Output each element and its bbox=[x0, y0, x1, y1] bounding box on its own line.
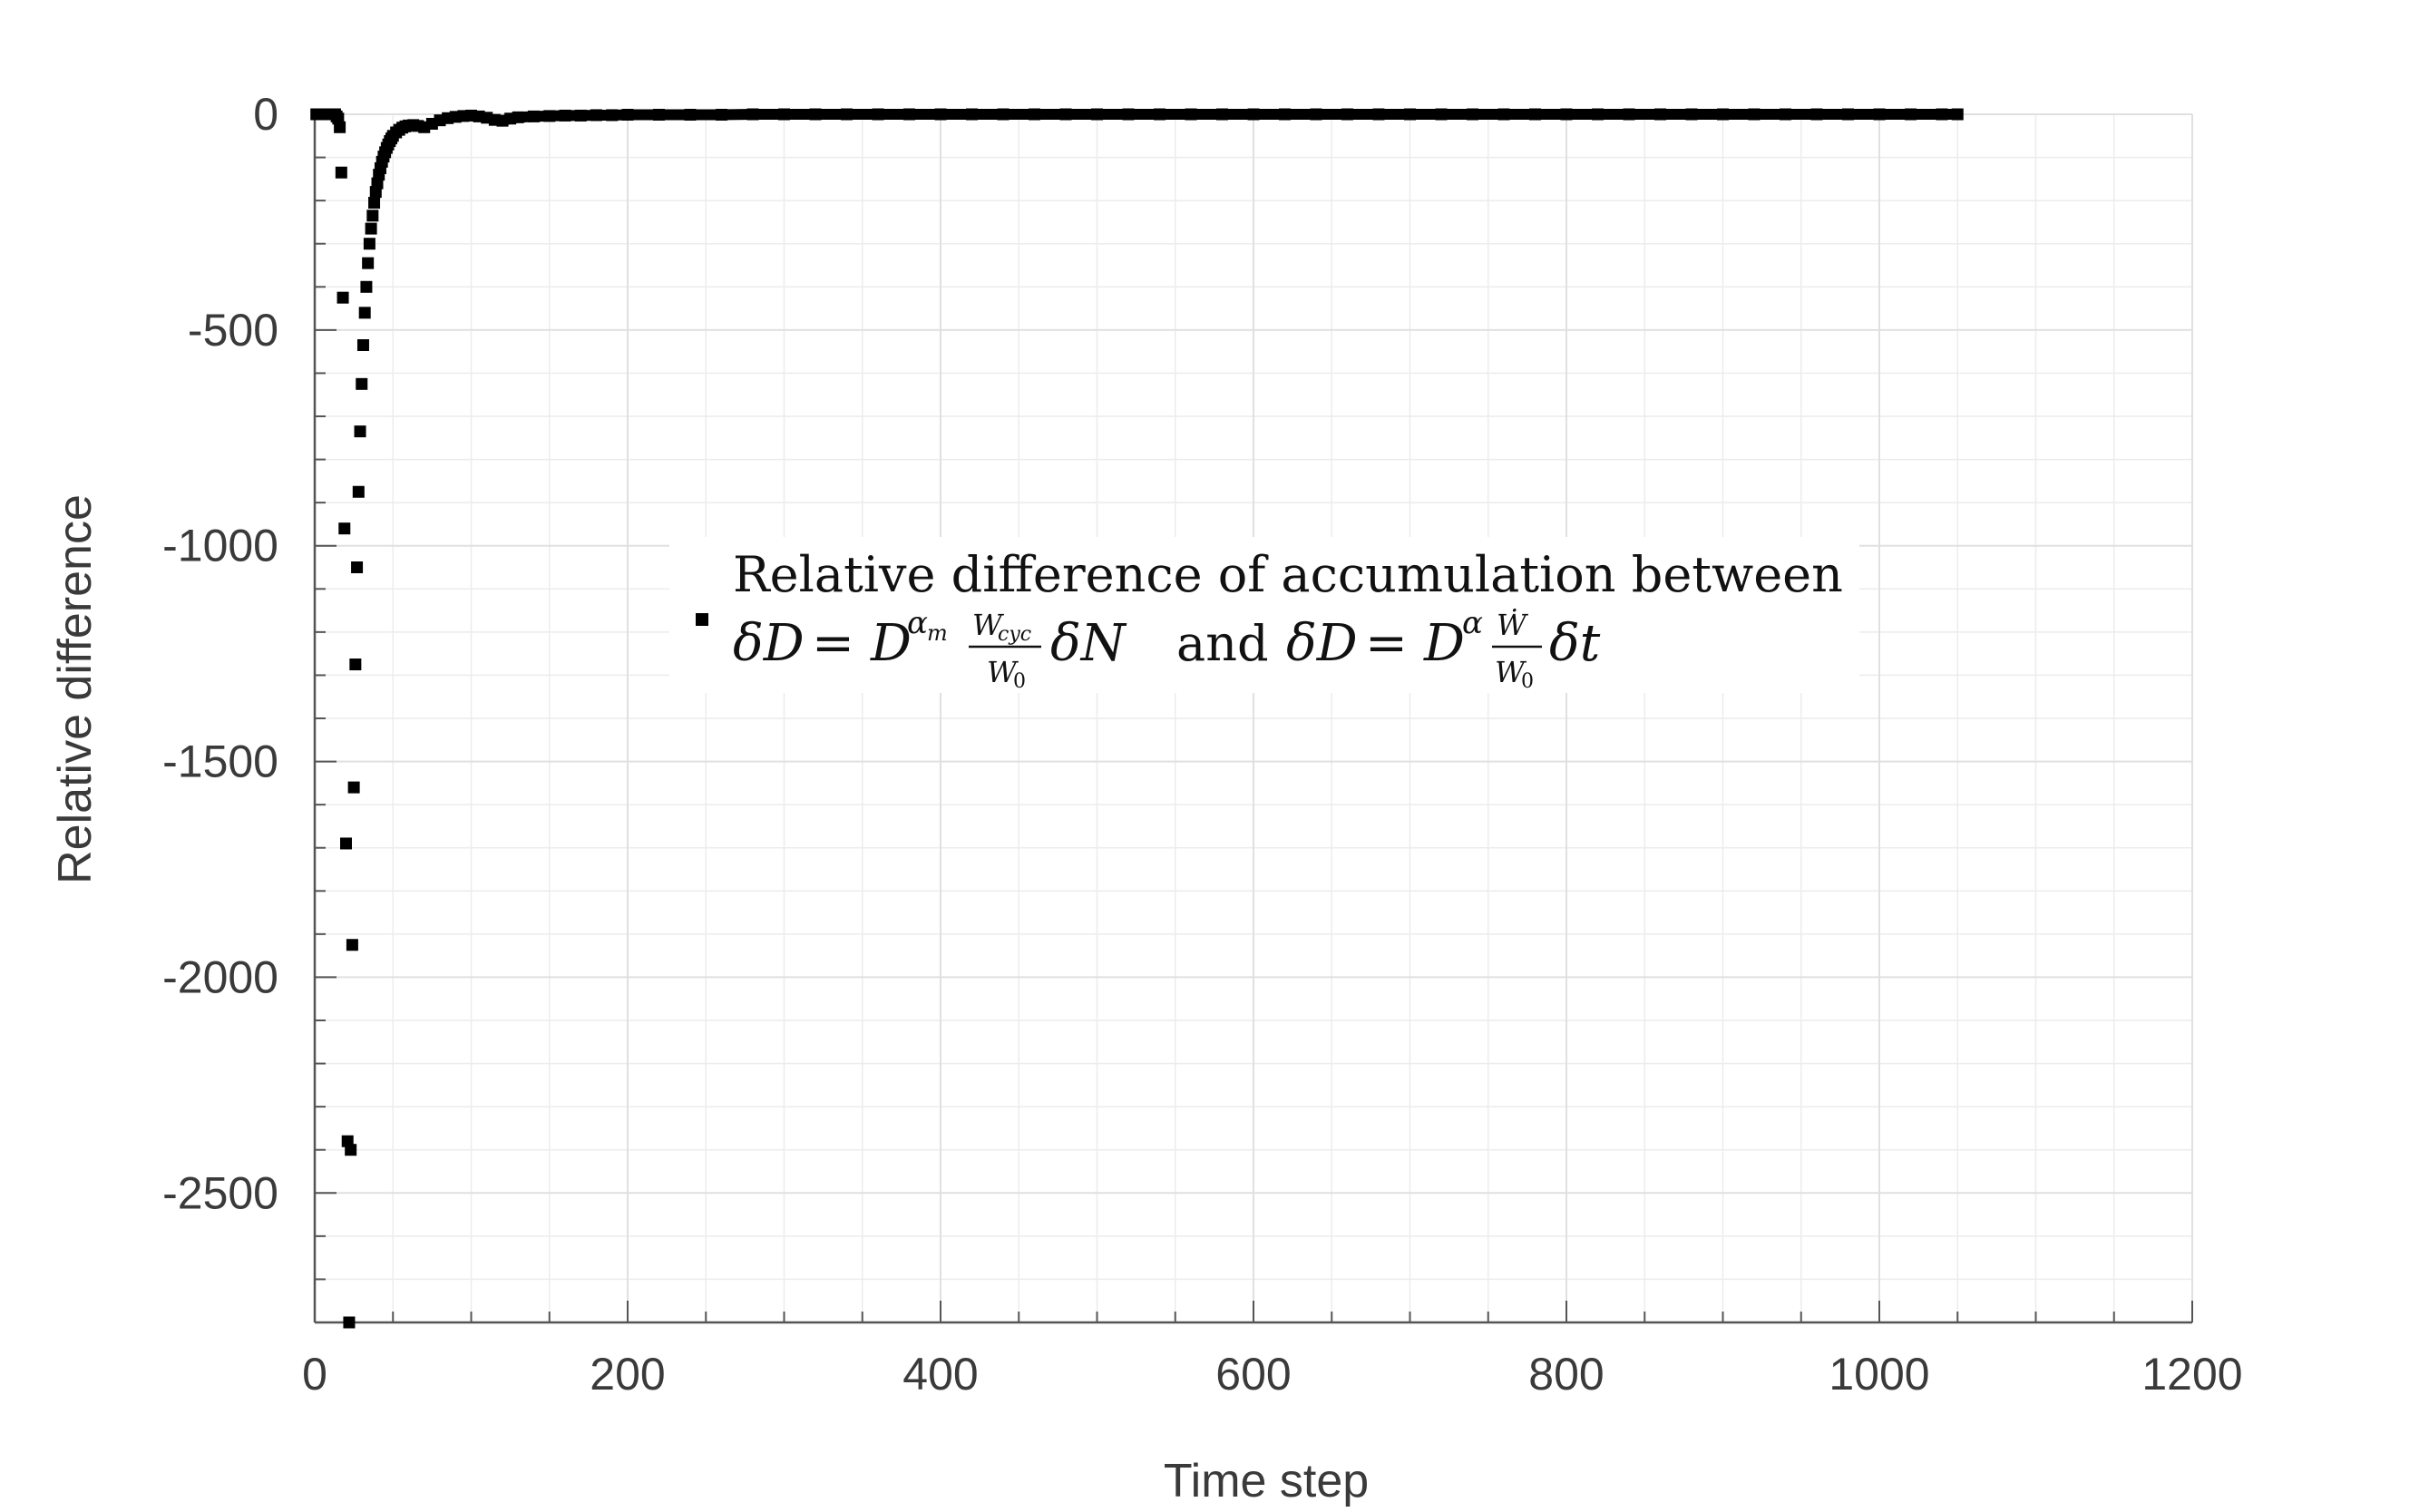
x-tick-label: 400 bbox=[902, 1349, 978, 1400]
data-points bbox=[310, 108, 1964, 1329]
x-tick-label: 200 bbox=[590, 1349, 665, 1400]
data-point bbox=[363, 238, 376, 250]
legend-marker bbox=[696, 613, 708, 626]
grid-layer bbox=[314, 113, 2193, 1323]
y-axis-title: Relative difference bbox=[49, 494, 102, 884]
tick-labels: 0 200 400 600 800 1000 1200 0 -500 -1000 -1500 -200… bbox=[162, 89, 2243, 1400]
svg-text:cyc: cyc bbox=[998, 623, 1031, 646]
y-tick-label: -2000 bbox=[162, 951, 278, 1002]
y-tick-label: -1500 bbox=[162, 736, 278, 787]
svg-text:D: D bbox=[870, 614, 912, 673]
svg-text:δN: δN bbox=[1050, 614, 1127, 673]
y-tick-label: -500 bbox=[188, 305, 278, 356]
data-point bbox=[356, 377, 368, 390]
svg-text:δD: δD bbox=[1286, 614, 1358, 673]
x-tick-label: 1200 bbox=[2141, 1349, 2242, 1400]
svg-text:Ẇ: Ẇ bbox=[1497, 608, 1529, 642]
data-point bbox=[368, 197, 381, 210]
legend-line-1: Relative difference of accumulation betw… bbox=[733, 546, 1843, 603]
svg-text:W: W bbox=[987, 655, 1019, 689]
svg-text:=: = bbox=[1365, 614, 1408, 673]
data-point bbox=[366, 210, 379, 222]
x-tick-label: 1000 bbox=[1829, 1349, 1929, 1400]
data-point bbox=[345, 1144, 357, 1156]
data-point bbox=[337, 291, 349, 304]
svg-text:δD: δD bbox=[733, 614, 805, 673]
x-tick-label: 600 bbox=[1215, 1349, 1291, 1400]
x-tick-label: 0 bbox=[302, 1349, 327, 1400]
legend: Relative difference of accumulation betw… bbox=[669, 537, 1859, 693]
data-point bbox=[335, 166, 347, 179]
data-point bbox=[362, 257, 375, 269]
data-point bbox=[354, 425, 366, 438]
data-point bbox=[352, 485, 365, 498]
data-point bbox=[358, 307, 371, 319]
data-point bbox=[338, 522, 351, 535]
svg-text:0: 0 bbox=[1521, 670, 1534, 693]
x-tick-label: 800 bbox=[1528, 1349, 1604, 1400]
svg-text:0: 0 bbox=[1013, 670, 1026, 693]
legend-formula: δD = D α m W cyc W 0 δN and δD = D α Ẇ W… bbox=[733, 605, 1601, 693]
data-point bbox=[360, 280, 373, 293]
svg-text:W: W bbox=[1495, 655, 1527, 689]
data-point bbox=[343, 1316, 356, 1329]
svg-text:α: α bbox=[907, 605, 928, 641]
y-tick-label: -1000 bbox=[162, 521, 278, 571]
data-point-band bbox=[493, 109, 1958, 127]
data-point bbox=[334, 121, 346, 133]
data-point bbox=[347, 781, 360, 794]
legend-connector: and bbox=[1176, 615, 1269, 672]
legend-background bbox=[669, 537, 1859, 693]
data-point bbox=[356, 339, 369, 352]
x-axis-title: Time step bbox=[1164, 1455, 1369, 1507]
svg-text:=: = bbox=[812, 614, 854, 673]
data-point bbox=[365, 222, 377, 235]
data-point bbox=[351, 561, 364, 573]
data-point bbox=[346, 939, 358, 951]
y-tick-label: 0 bbox=[253, 89, 278, 140]
svg-text:W: W bbox=[972, 608, 1005, 642]
svg-text:δt: δt bbox=[1549, 614, 1601, 673]
svg-text:α: α bbox=[1462, 605, 1483, 641]
svg-text:D: D bbox=[1423, 614, 1465, 673]
data-point bbox=[340, 837, 352, 850]
y-tick-label: -2500 bbox=[162, 1167, 278, 1218]
data-point bbox=[349, 658, 362, 671]
svg-text:m: m bbox=[927, 620, 948, 646]
